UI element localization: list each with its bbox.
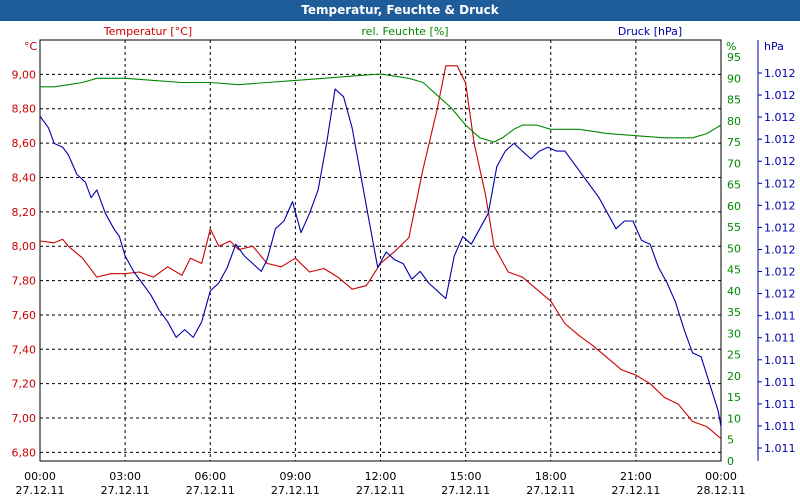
- humidity-tick-label: 75: [727, 136, 741, 149]
- pressure-tick-label: 1.012: [764, 288, 796, 301]
- temperature-tick-label: 7,60: [12, 309, 37, 322]
- x-tick-time: 09:00: [280, 470, 312, 483]
- temperature-tick-label: 8,40: [12, 171, 37, 184]
- x-axis-ticks: 00:0027.12.1103:0027.12.1106:0027.12.110…: [16, 470, 746, 497]
- humidity-tick-label: 65: [727, 179, 741, 192]
- x-tick-time: 00:00: [705, 470, 737, 483]
- humidity-tick-label: 40: [727, 285, 741, 298]
- x-tick-date: 27.12.11: [611, 484, 660, 497]
- temperature-tick-label: 6,80: [12, 446, 37, 459]
- humidity-tick-label: 25: [727, 349, 741, 362]
- pressure-tick-label: 1.012: [764, 89, 796, 102]
- pressure-tick-label: 1.012: [764, 133, 796, 146]
- pressure-tick-label: 1.012: [764, 221, 796, 234]
- pressure-axis-label: Druck [hPa]: [618, 25, 682, 38]
- humidity-tick-label: 10: [727, 412, 741, 425]
- x-tick-date: 27.12.11: [526, 484, 575, 497]
- humidity-tick-label: 20: [727, 370, 741, 383]
- humidity-tick-label: 80: [727, 115, 741, 128]
- series-layer: [39, 65, 722, 440]
- grid-lines: [40, 40, 721, 461]
- temperature-tick-label: 8,00: [12, 240, 37, 253]
- humidity-tick-label: 90: [727, 72, 741, 85]
- pressure-tick-label: 1.011: [764, 420, 796, 433]
- humidity-tick-label: 50: [727, 242, 741, 255]
- humidity-tick-label: 30: [727, 327, 741, 340]
- pressure-tick-label: 1.012: [764, 67, 796, 80]
- pressure-tick-label: 1.011: [764, 442, 796, 455]
- x-tick-date: 27.12.11: [186, 484, 235, 497]
- humidity-tick-label: 60: [727, 200, 741, 213]
- humidity-tick-label: 70: [727, 157, 741, 170]
- pressure-tick-label: 1.012: [764, 177, 796, 190]
- x-tick-date: 28.12.11: [697, 484, 746, 497]
- pressure-unit: hPa: [764, 40, 784, 53]
- temperature-tick-label: 9,00: [12, 68, 37, 81]
- pressure-tick-label: 1.011: [764, 354, 796, 367]
- temperature-ticks: 6,80 7,00 7,20 7,40 7,60 7,80 8,00 8,20 8,40 8,60…: [12, 68, 37, 459]
- x-tick-time: 06:00: [194, 470, 226, 483]
- chart-title: Temperatur, Feuchte & Druck: [0, 0, 800, 21]
- pressure-tick-label: 1.012: [764, 243, 796, 256]
- x-tick-date: 27.12.11: [101, 484, 150, 497]
- humidity-tick-label: 5: [727, 434, 734, 447]
- x-tick-time: 03:00: [109, 470, 141, 483]
- x-tick-time: 15:00: [450, 470, 482, 483]
- x-tick-date: 27.12.11: [16, 484, 65, 497]
- pressure-tick-label: 1.011: [764, 376, 796, 389]
- pressure-tick-label: 1.011: [764, 398, 796, 411]
- temperature-axis-label: Temperatur [°C]: [103, 25, 192, 38]
- x-tick-time: 21:00: [620, 470, 652, 483]
- x-tick-date: 27.12.11: [356, 484, 405, 497]
- temperature-tick-label: 7,20: [12, 378, 37, 391]
- pressure-line: [39, 88, 722, 427]
- humidity-tick-label: 55: [727, 221, 741, 234]
- x-tick-time: 00:00: [24, 470, 56, 483]
- humidity-tick-label: 95: [727, 51, 741, 64]
- humidity-tick-label: 0: [727, 455, 734, 468]
- pressure-tick-label: 1.011: [764, 310, 796, 323]
- temperature-tick-label: 7,00: [12, 412, 37, 425]
- humidity-axis-label: rel. Feuchte [%]: [361, 25, 448, 38]
- humidity-ticks: 0 5 10 15 20 25 30 35 40 45 50 55 60 65 70 75 80 85 90 95: [727, 51, 741, 468]
- pressure-tick-label: 1.011: [764, 332, 796, 345]
- temperature-tick-label: 7,40: [12, 343, 37, 356]
- x-tick-date: 27.12.11: [271, 484, 320, 497]
- x-tick-time: 18:00: [535, 470, 567, 483]
- x-tick-date: 27.12.11: [441, 484, 490, 497]
- pressure-tick-label: 1.012: [764, 111, 796, 124]
- pressure-ticks: 1.011 1.011 1.011 1.011 1.011 1.011 1.011 1.012…: [758, 67, 796, 455]
- temperature-tick-label: 8,80: [12, 103, 37, 116]
- temperature-unit: °C: [24, 40, 38, 53]
- x-tick-time: 12:00: [365, 470, 397, 483]
- temperature-tick-label: 7,80: [12, 275, 37, 288]
- temperature-tick-label: 8,60: [12, 137, 37, 150]
- temperature-line: [39, 65, 722, 440]
- humidity-line: [40, 73, 722, 143]
- humidity-tick-label: 15: [727, 391, 741, 404]
- humidity-unit: %: [726, 40, 736, 53]
- pressure-tick-label: 1.012: [764, 155, 796, 168]
- pressure-tick-label: 1.012: [764, 266, 796, 279]
- humidity-tick-label: 35: [727, 306, 741, 319]
- pressure-tick-label: 1.012: [764, 199, 796, 212]
- humidity-tick-label: 45: [727, 264, 741, 277]
- temperature-tick-label: 8,20: [12, 206, 37, 219]
- humidity-tick-label: 85: [727, 94, 741, 107]
